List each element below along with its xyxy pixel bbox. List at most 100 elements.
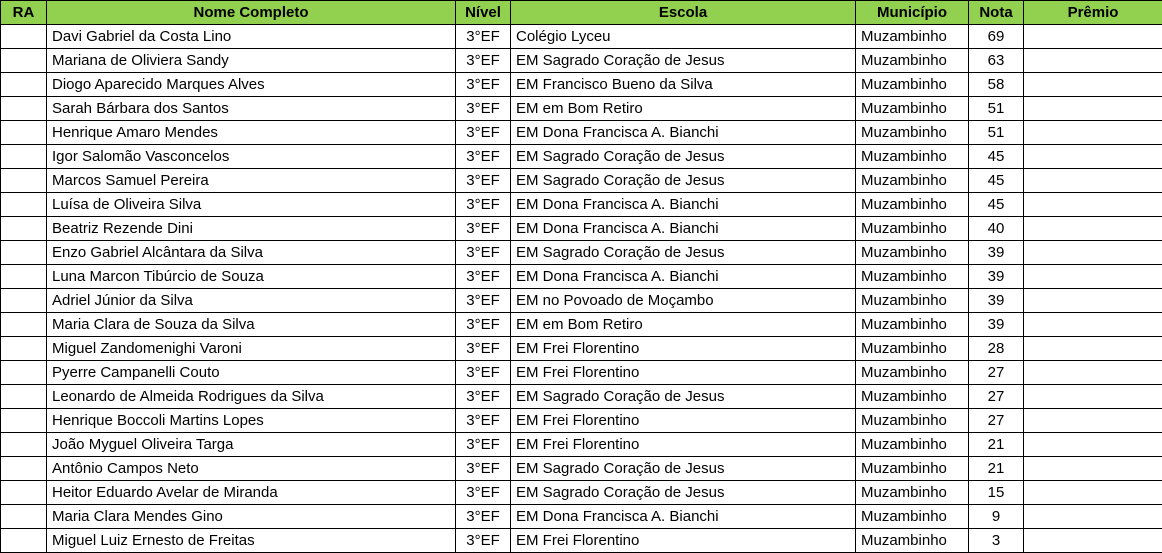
cell-nivel: 3°EF [455, 240, 511, 265]
cell-escola: EM Sagrado Coração de Jesus [510, 456, 856, 481]
column-header-nome: Nome Completo [46, 0, 456, 25]
cell-premio [1023, 216, 1162, 241]
cell-municipio: Muzambinho [855, 192, 969, 217]
cell-nota: 45 [968, 192, 1024, 217]
cell-nome: João Myguel Oliveira Targa [46, 432, 456, 457]
table-row: Leonardo de Almeida Rodrigues da Silva 3°… [0, 384, 1162, 409]
cell-nota: 21 [968, 456, 1024, 481]
table-header: RA Nome Completo Nível Escola Município Nota P… [0, 0, 1162, 25]
table-row: Marcos Samuel Pereira 3°EF EM Sagrado Cora… [0, 168, 1162, 193]
cell-nome: Davi Gabriel da Costa Lino [46, 24, 456, 49]
cell-nome: Heitor Eduardo Avelar de Miranda [46, 480, 456, 505]
cell-premio [1023, 312, 1162, 337]
cell-nota: 39 [968, 312, 1024, 337]
cell-municipio: Muzambinho [855, 216, 969, 241]
cell-nivel: 3°EF [455, 384, 511, 409]
cell-ra [0, 288, 47, 313]
cell-nome: Mariana de Oliviera Sandy [46, 48, 456, 73]
cell-premio [1023, 360, 1162, 385]
cell-ra [0, 528, 47, 553]
cell-nota: 45 [968, 144, 1024, 169]
column-header-escola: Escola [510, 0, 856, 25]
cell-ra [0, 432, 47, 457]
table-row: Beatriz Rezende Dini 3°EF EM Dona Francisc… [0, 216, 1162, 241]
cell-nota: 39 [968, 264, 1024, 289]
cell-nivel: 3°EF [455, 96, 511, 121]
cell-municipio: Muzambinho [855, 168, 969, 193]
cell-escola: EM Sagrado Coração de Jesus [510, 384, 856, 409]
cell-nome: Luísa de Oliveira Silva [46, 192, 456, 217]
cell-nota: 39 [968, 240, 1024, 265]
table-row: Mariana de Oliviera Sandy 3°EF EM Sagrado … [0, 48, 1162, 73]
cell-premio [1023, 24, 1162, 49]
column-header-premio: Prêmio [1023, 0, 1162, 25]
cell-escola: EM Francisco Bueno da Silva [510, 72, 856, 97]
cell-nivel: 3°EF [455, 288, 511, 313]
cell-nome: Diogo Aparecido Marques Alves [46, 72, 456, 97]
cell-escola: EM Frei Florentino [510, 528, 856, 553]
cell-nota: 51 [968, 120, 1024, 145]
cell-ra [0, 264, 47, 289]
table-row: Henrique Amaro Mendes 3°EF EM Dona Francis… [0, 120, 1162, 145]
cell-nivel: 3°EF [455, 264, 511, 289]
cell-escola: EM Frei Florentino [510, 360, 856, 385]
cell-municipio: Muzambinho [855, 96, 969, 121]
cell-nome: Enzo Gabriel Alcântara da Silva [46, 240, 456, 265]
cell-ra [0, 504, 47, 529]
table-row: Miguel Luiz Ernesto de Freitas 3°EF EM Fre… [0, 528, 1162, 553]
cell-premio [1023, 72, 1162, 97]
table-row: Luna Marcon Tibúrcio de Souza 3°EF EM Dona… [0, 264, 1162, 289]
cell-ra [0, 120, 47, 145]
table-row: João Myguel Oliveira Targa 3°EF EM Frei Fl… [0, 432, 1162, 457]
cell-municipio: Muzambinho [855, 504, 969, 529]
cell-nome: Maria Clara Mendes Gino [46, 504, 456, 529]
cell-premio [1023, 264, 1162, 289]
table-row: Maria Clara de Souza da Silva 3°EF EM em B… [0, 312, 1162, 337]
cell-municipio: Muzambinho [855, 240, 969, 265]
table-row: Pyerre Campanelli Couto 3°EF EM Frei Flore… [0, 360, 1162, 385]
cell-ra [0, 360, 47, 385]
table-row: Maria Clara Mendes Gino 3°EF EM Dona Franc… [0, 504, 1162, 529]
cell-nivel: 3°EF [455, 360, 511, 385]
cell-premio [1023, 528, 1162, 553]
cell-premio [1023, 192, 1162, 217]
cell-escola: EM Sagrado Coração de Jesus [510, 168, 856, 193]
table-row: Henrique Boccoli Martins Lopes 3°EF EM Fre… [0, 408, 1162, 433]
cell-nome: Henrique Amaro Mendes [46, 120, 456, 145]
cell-nota: 27 [968, 408, 1024, 433]
cell-nivel: 3°EF [455, 192, 511, 217]
cell-ra [0, 216, 47, 241]
cell-escola: EM em Bom Retiro [510, 312, 856, 337]
cell-premio [1023, 432, 1162, 457]
cell-nivel: 3°EF [455, 216, 511, 241]
cell-nome: Igor Salomão Vasconcelos [46, 144, 456, 169]
cell-nome: Leonardo de Almeida Rodrigues da Silva [46, 384, 456, 409]
cell-nome: Miguel Zandomenighi Varoni [46, 336, 456, 361]
column-header-nivel: Nível [455, 0, 511, 25]
cell-escola: EM Sagrado Coração de Jesus [510, 240, 856, 265]
cell-premio [1023, 48, 1162, 73]
cell-municipio: Muzambinho [855, 288, 969, 313]
cell-nivel: 3°EF [455, 144, 511, 169]
cell-municipio: Muzambinho [855, 72, 969, 97]
cell-municipio: Muzambinho [855, 24, 969, 49]
table-row: Igor Salomão Vasconcelos 3°EF EM Sagrado C… [0, 144, 1162, 169]
cell-nome: Henrique Boccoli Martins Lopes [46, 408, 456, 433]
cell-nota: 51 [968, 96, 1024, 121]
cell-premio [1023, 408, 1162, 433]
cell-nota: 28 [968, 336, 1024, 361]
cell-nivel: 3°EF [455, 312, 511, 337]
cell-nivel: 3°EF [455, 504, 511, 529]
table-row: Luísa de Oliveira Silva 3°EF EM Dona Franc… [0, 192, 1162, 217]
table-row: Diogo Aparecido Marques Alves 3°EF EM Fran… [0, 72, 1162, 97]
table-row: Adriel Júnior da Silva 3°EF EM no Povoado … [0, 288, 1162, 313]
cell-ra [0, 144, 47, 169]
table-row: Sarah Bárbara dos Santos 3°EF EM em Bom Re… [0, 96, 1162, 121]
cell-nome: Adriel Júnior da Silva [46, 288, 456, 313]
cell-municipio: Muzambinho [855, 480, 969, 505]
cell-escola: EM Dona Francisca A. Bianchi [510, 264, 856, 289]
cell-nivel: 3°EF [455, 480, 511, 505]
cell-premio [1023, 504, 1162, 529]
